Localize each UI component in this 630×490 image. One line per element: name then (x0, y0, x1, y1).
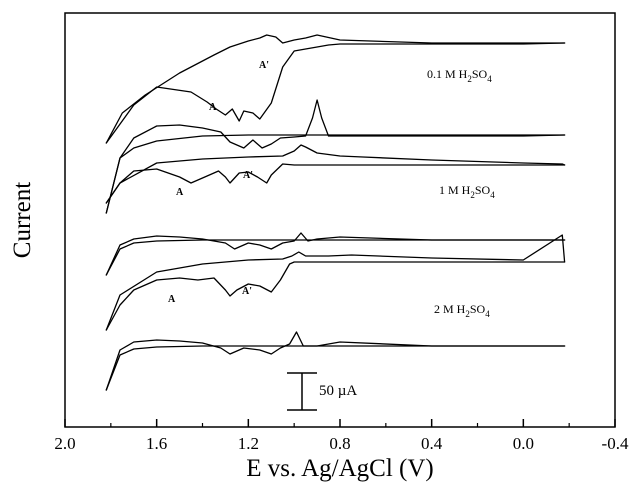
x-axis-label: E vs. Ag/AgCl (V) (246, 455, 434, 482)
x-axis-ticks (64, 419, 616, 427)
x-axis-tick-labels: 2.0 1.6 1.2 0.8 0.4 0.0 -0.4 (54, 434, 629, 453)
peak-label-1-a-prime: A' (259, 60, 269, 71)
panel-3-cycle-upper-cathodic-sweep (105, 234, 566, 331)
panel-1-cycle-upper-cathodic-sweep (105, 34, 566, 144)
x-tick-label-3: 0.8 (329, 434, 350, 453)
panel-3-cycle-upper-anodic-sweep (105, 261, 566, 331)
panel-3-cycle-lower-anodic-sweep (105, 331, 566, 391)
panel-annotations: 0.1 M H2SO4 A A' 1 M H2SO4 A A' 2 M H2SO4 A A' (168, 60, 495, 319)
panel-1-cycle-upper-anodic-sweep (105, 42, 566, 144)
panel-1-cycle-lower-anodic-sweep (105, 99, 566, 214)
panel-2-cycle-lower-anodic-sweep (105, 232, 566, 276)
peak-label-1-a: A (209, 102, 217, 113)
panel-2-cycle-upper-anodic-sweep (105, 163, 566, 204)
x-tick-label-2: 1.2 (238, 434, 259, 453)
panel-3 (105, 234, 566, 391)
peak-label-3-a-prime: A' (242, 286, 252, 297)
x-tick-label-1: 1.6 (146, 434, 167, 453)
peak-label-3-a: A (168, 294, 176, 305)
electrolyte-label-1: 0.1 M H2SO4 (427, 67, 492, 84)
panel-1 (105, 34, 566, 214)
electrolyte-label-3: 2 M H2SO4 (434, 302, 490, 319)
current-scale-bar: 50 µA (287, 372, 357, 411)
plot-frame (64, 12, 616, 428)
panel-2-cycle-lower-cathodic-sweep (105, 239, 566, 276)
panel-1-cycle-lower-cathodic-sweep (105, 134, 566, 214)
x-tick-label-0: 2.0 (54, 434, 75, 453)
scale-bar-label: 50 µA (319, 383, 357, 399)
electrolyte-label-2: 1 M H2SO4 (439, 183, 495, 200)
voltammogram-curves (105, 34, 566, 391)
panel-3-cycle-lower-cathodic-sweep (105, 345, 566, 391)
x-tick-label-4: 0.4 (421, 434, 443, 453)
panel-2 (105, 144, 566, 276)
peak-label-2-a-prime: A' (243, 170, 253, 181)
x-tick-label-6: -0.4 (602, 434, 629, 453)
peak-label-2-a: A (176, 187, 184, 198)
panel-2-cycle-upper-cathodic-sweep (105, 144, 566, 204)
y-axis-label: Current (9, 182, 36, 258)
x-tick-label-5: 0.0 (513, 434, 534, 453)
